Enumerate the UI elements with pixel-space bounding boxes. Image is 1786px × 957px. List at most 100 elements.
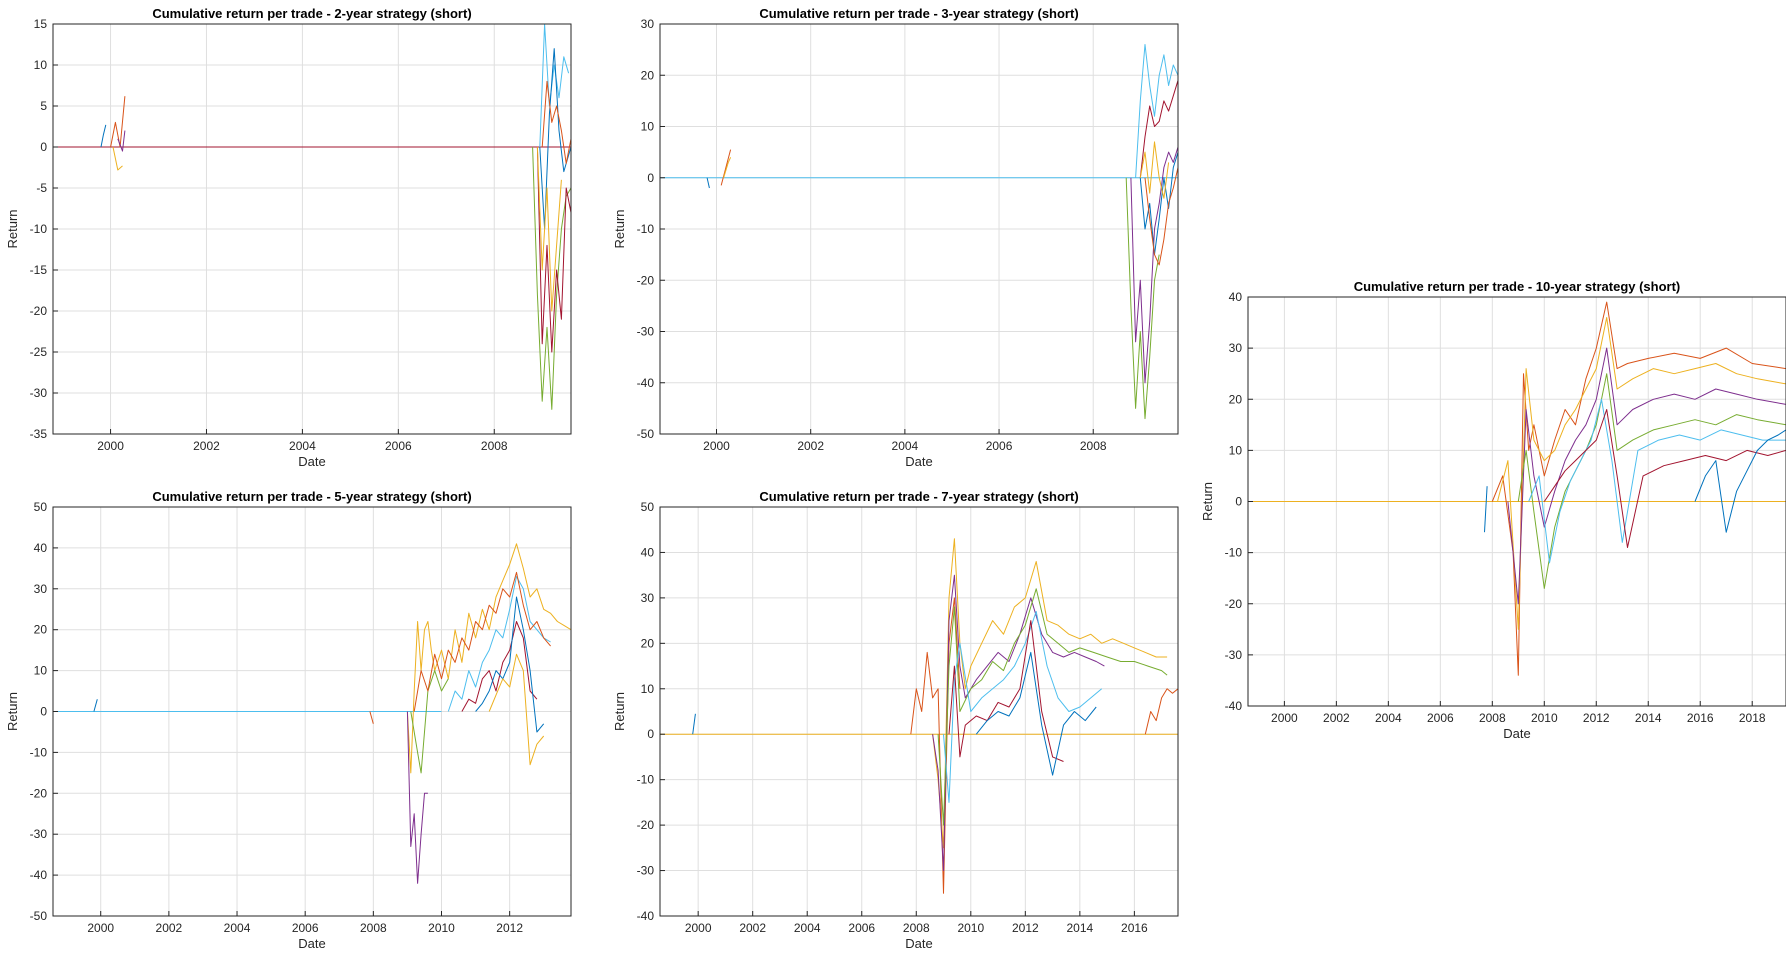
y-tick-label: 10 (34, 664, 48, 678)
x-tick-label: 2012 (1012, 921, 1039, 935)
y-axis-label: Return (612, 692, 627, 731)
series-group (660, 538, 1178, 894)
x-tick-label: 2002 (193, 439, 220, 453)
y-tick-label: -30 (637, 325, 655, 339)
y-tick-label: -10 (30, 745, 48, 759)
series-line (1135, 44, 1178, 178)
series-line (1517, 373, 1786, 589)
series-line (723, 157, 732, 178)
series-line (1497, 317, 1786, 630)
y-tick-label: -50 (30, 909, 48, 923)
x-tick-label: 2002 (797, 439, 824, 453)
y-tick-label: 10 (641, 120, 655, 134)
series-line (1139, 141, 1170, 199)
y-tick-label: 10 (34, 58, 48, 72)
series-line (943, 611, 1103, 803)
series-line (406, 711, 428, 884)
x-tick-label: 2012 (1583, 711, 1610, 725)
x-tick-label: 2010 (957, 921, 984, 935)
y-axis-label: Return (612, 209, 627, 248)
series-line (369, 711, 374, 724)
chart-title: Cumulative return per trade - 3-year str… (759, 6, 1078, 21)
series-line (932, 574, 1105, 872)
series-line (532, 146, 571, 410)
series-line (1144, 688, 1178, 735)
y-tick-label: -30 (637, 864, 655, 878)
series-line (117, 130, 126, 152)
y-tick-label: -10 (1225, 546, 1243, 560)
x-axis-label: Date (1503, 726, 1530, 741)
subplot-5y: 2000 2002 2004 2006 2008 2010 2012-50-40-30-20… (5, 489, 572, 951)
y-tick-label: -20 (30, 304, 48, 318)
y-tick-label: 40 (641, 545, 655, 559)
x-tick-label: 2006 (848, 921, 875, 935)
y-tick-label: -50 (637, 427, 655, 441)
series-line (1484, 486, 1488, 533)
x-tick-label: 2004 (892, 439, 919, 453)
x-tick-label: 2016 (1121, 921, 1148, 935)
series-line (100, 124, 107, 148)
y-tick-label: 40 (34, 541, 48, 555)
x-tick-label: 2006 (292, 921, 319, 935)
y-tick-label: 10 (1229, 443, 1243, 457)
x-tick-label: 2008 (360, 921, 387, 935)
subplot-10y: 2000 2002 2004 2006 2008 2010 2012 2014 2016 2018… (1200, 279, 1786, 741)
series-line (706, 177, 710, 189)
y-tick-label: -35 (30, 427, 48, 441)
x-axis-label: Date (298, 936, 325, 951)
series-line (475, 596, 545, 733)
chart-title: Cumulative return per trade - 10-year st… (1354, 279, 1681, 294)
x-tick-label: 2008 (1479, 711, 1506, 725)
series-line (541, 80, 571, 164)
plot-area (659, 506, 1179, 917)
series-group (1248, 301, 1786, 676)
y-tick-label: -30 (30, 827, 48, 841)
chart-title: Cumulative return per trade - 5-year str… (152, 489, 471, 504)
series-line (910, 597, 961, 894)
series-line (932, 538, 1168, 849)
x-tick-label: 2000 (703, 439, 730, 453)
x-tick-label: 2014 (1635, 711, 1662, 725)
series-line (937, 588, 1168, 826)
series-line (488, 653, 545, 766)
y-tick-label: 50 (34, 500, 48, 514)
y-axis-label: Return (5, 692, 20, 731)
x-tick-label: 2010 (1531, 711, 1558, 725)
x-tick-label: 2006 (385, 439, 412, 453)
x-tick-label: 2004 (224, 921, 251, 935)
subplot-7y: 2000 2002 2004 2006 2008 2010 2012 2014 2016-40-… (612, 489, 1179, 951)
y-tick-label: 15 (34, 17, 48, 31)
series-line (1125, 177, 1160, 420)
x-tick-label: 2006 (986, 439, 1013, 453)
x-tick-label: 2018 (1739, 711, 1766, 725)
series-line (1139, 80, 1178, 178)
y-tick-label: -25 (30, 345, 48, 359)
series-line (1694, 429, 1786, 533)
y-tick-label: -20 (637, 818, 655, 832)
y-tick-label: -40 (1225, 699, 1243, 713)
x-tick-label: 2002 (1323, 711, 1350, 725)
y-tick-label: -20 (1225, 597, 1243, 611)
x-tick-label: 2006 (1427, 711, 1454, 725)
x-axis-label: Date (905, 936, 932, 951)
x-tick-label: 2002 (156, 921, 183, 935)
x-tick-label: 2000 (685, 921, 712, 935)
series-line (93, 699, 98, 712)
x-tick-label: 2004 (794, 921, 821, 935)
x-tick-label: 2008 (903, 921, 930, 935)
series-line (112, 146, 123, 171)
series-line (536, 146, 571, 353)
x-axis-label: Date (298, 454, 325, 469)
x-tick-label: 2010 (428, 921, 455, 935)
x-tick-label: 2002 (739, 921, 766, 935)
series-line (539, 24, 570, 148)
y-tick-label: 30 (641, 17, 655, 31)
y-tick-label: 30 (641, 591, 655, 605)
x-tick-label: 2004 (289, 439, 316, 453)
y-tick-label: -5 (36, 181, 47, 195)
x-tick-label: 2008 (1080, 439, 1107, 453)
series-line (948, 620, 1064, 762)
y-tick-label: -40 (30, 868, 48, 882)
series-line (1139, 151, 1178, 256)
